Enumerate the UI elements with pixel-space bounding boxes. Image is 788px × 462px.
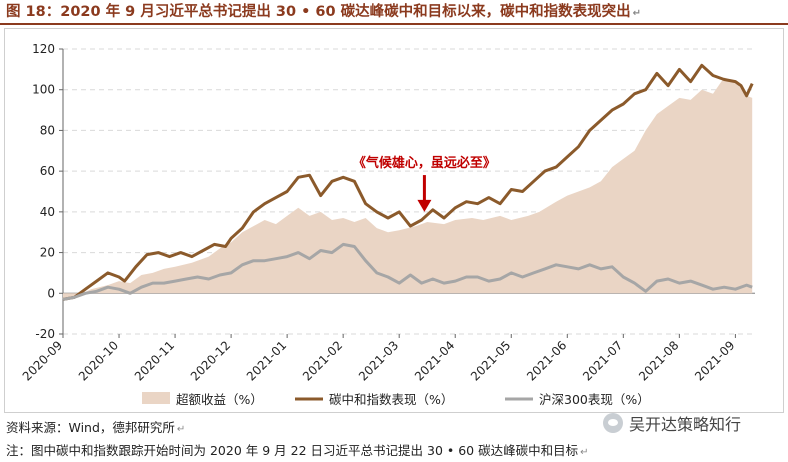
source-text: 资料来源：Wind，德邦研究所 xyxy=(6,420,175,435)
y-tick-label: -20 xyxy=(35,327,55,341)
x-tick-label: 2021-03 xyxy=(356,338,401,383)
wechat-icon xyxy=(603,413,623,433)
x-tick-label: 2021-02 xyxy=(300,338,345,383)
watermark: 吴开达策略知行 xyxy=(603,411,741,435)
legend-label: 碳中和指数表现（%） xyxy=(329,392,453,407)
legend-swatch-area xyxy=(142,392,170,404)
note-line: 注：图中碳中和指数跟踪开始时间为 2020 年 9 月 22 日习近平总书记提出… xyxy=(6,443,589,458)
y-tick-label: 60 xyxy=(40,164,55,178)
y-tick-label: 40 xyxy=(40,205,55,219)
line-carbon-neutral-index xyxy=(62,63,754,301)
annotation-text: 《气候雄心，虽远必至》 xyxy=(353,155,496,171)
x-tick-label: 2020-11 xyxy=(132,338,177,383)
x-tick-label: 2021-04 xyxy=(412,338,457,383)
source-line: 资料来源：Wind，德邦研究所 ↵ xyxy=(6,420,186,435)
x-tick-label: 2021-09 xyxy=(692,338,737,383)
y-tick-label: 100 xyxy=(32,83,55,97)
x-tick-label: 2021-05 xyxy=(468,338,513,383)
chart-frame: -20 0 20 40 60 80 100 120 2020-09 2020-10 2020-11 2… xyxy=(4,28,784,413)
x-tick-label: 2020-12 xyxy=(188,338,233,383)
line-csi300 xyxy=(62,242,753,301)
figure-title-text: 图 18：2020 年 9 月习近平总书记提出 30 • 60 碳达峰碳中和目标… xyxy=(6,4,631,20)
x-tick-label: 2021-01 xyxy=(244,338,289,383)
x-tick-label: 2020-10 xyxy=(76,338,121,383)
legend-label: 超额收益（%） xyxy=(176,392,263,407)
annotation-arrow-head xyxy=(417,199,432,212)
area-excess-return xyxy=(63,77,753,300)
x-tick-label: 2021-07 xyxy=(580,338,625,383)
note-text: 注：图中碳中和指数跟踪开始时间为 2020 年 9 月 22 日习近平总书记提出… xyxy=(6,443,579,458)
x-tick-label: 2020-09 xyxy=(20,338,65,383)
watermark-text: 吴开达策略知行 xyxy=(629,415,742,434)
y-tick-label: 0 xyxy=(47,286,55,300)
legend-label: 沪深300表现（%） xyxy=(539,392,650,407)
y-tick-label: 120 xyxy=(32,42,55,56)
figure-title: 图 18：2020 年 9 月习近平总书记提出 30 • 60 碳达峰碳中和目标… xyxy=(0,0,788,25)
y-tick-label: 80 xyxy=(40,123,55,137)
x-tick-label: 2021-06 xyxy=(524,338,569,383)
x-tick-label: 2021-08 xyxy=(636,338,681,383)
y-tick-label: 20 xyxy=(40,246,55,260)
